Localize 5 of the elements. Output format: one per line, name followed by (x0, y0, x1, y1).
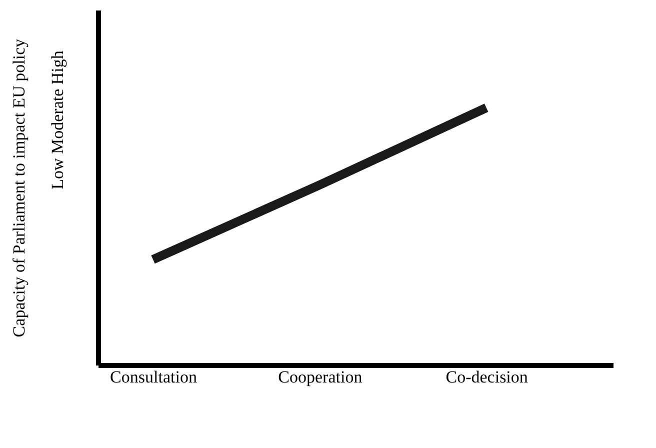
text: Low Moderate High (48, 50, 67, 190)
x-tick-label: Consultation (110, 368, 198, 386)
x-tick-label: Cooperation (278, 368, 363, 386)
x-tick-label: Co-decision (446, 368, 528, 386)
y-axis-title: Capacity of Parliament to impact EU policy (10, 38, 28, 338)
